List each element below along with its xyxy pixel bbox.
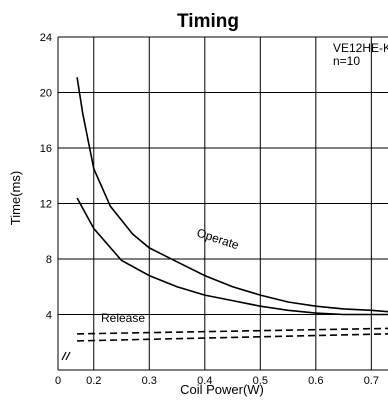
- series-line-0: [76, 77, 388, 313]
- operate-curve-label: Operate: [195, 226, 241, 253]
- x-tick-label: 0: [55, 375, 61, 387]
- axis-break-mark: [61, 351, 71, 361]
- x-tick-label: 0.5: [253, 375, 268, 387]
- release-curve-label: Release: [101, 311, 145, 325]
- chart-title: Timing: [177, 11, 239, 32]
- y-tick-label: 16: [40, 143, 52, 155]
- y-tick-label: 4: [46, 310, 52, 322]
- x-tick-label: 0.6: [308, 375, 323, 387]
- tick-labels: 4 8 12 16 20 24 0 0.2 0.3 0.4 0.5 0.6 0.7: [40, 32, 379, 387]
- x-tick-label: 0.3: [142, 375, 157, 387]
- x-tick-label: 0.2: [86, 375, 101, 387]
- y-tick-label: 8: [46, 254, 52, 266]
- series-line-2: [77, 327, 388, 335]
- model-annotation: VE12HE-K: [333, 41, 388, 55]
- sample-count-annotation: n=10: [333, 54, 360, 68]
- x-axis-label: Coil Power(W): [180, 382, 264, 397]
- y-axis-label: Time(ms): [8, 171, 23, 225]
- series-line-3: [77, 333, 388, 342]
- y-tick-label: 20: [40, 88, 52, 100]
- series-group: [76, 77, 388, 342]
- y-tick-label: 12: [40, 199, 52, 211]
- series-line-1: [76, 197, 388, 316]
- x-tick-label: 0.7: [364, 375, 379, 387]
- y-tick-label: 24: [40, 32, 52, 44]
- x-tick-label: 0.4: [197, 375, 212, 387]
